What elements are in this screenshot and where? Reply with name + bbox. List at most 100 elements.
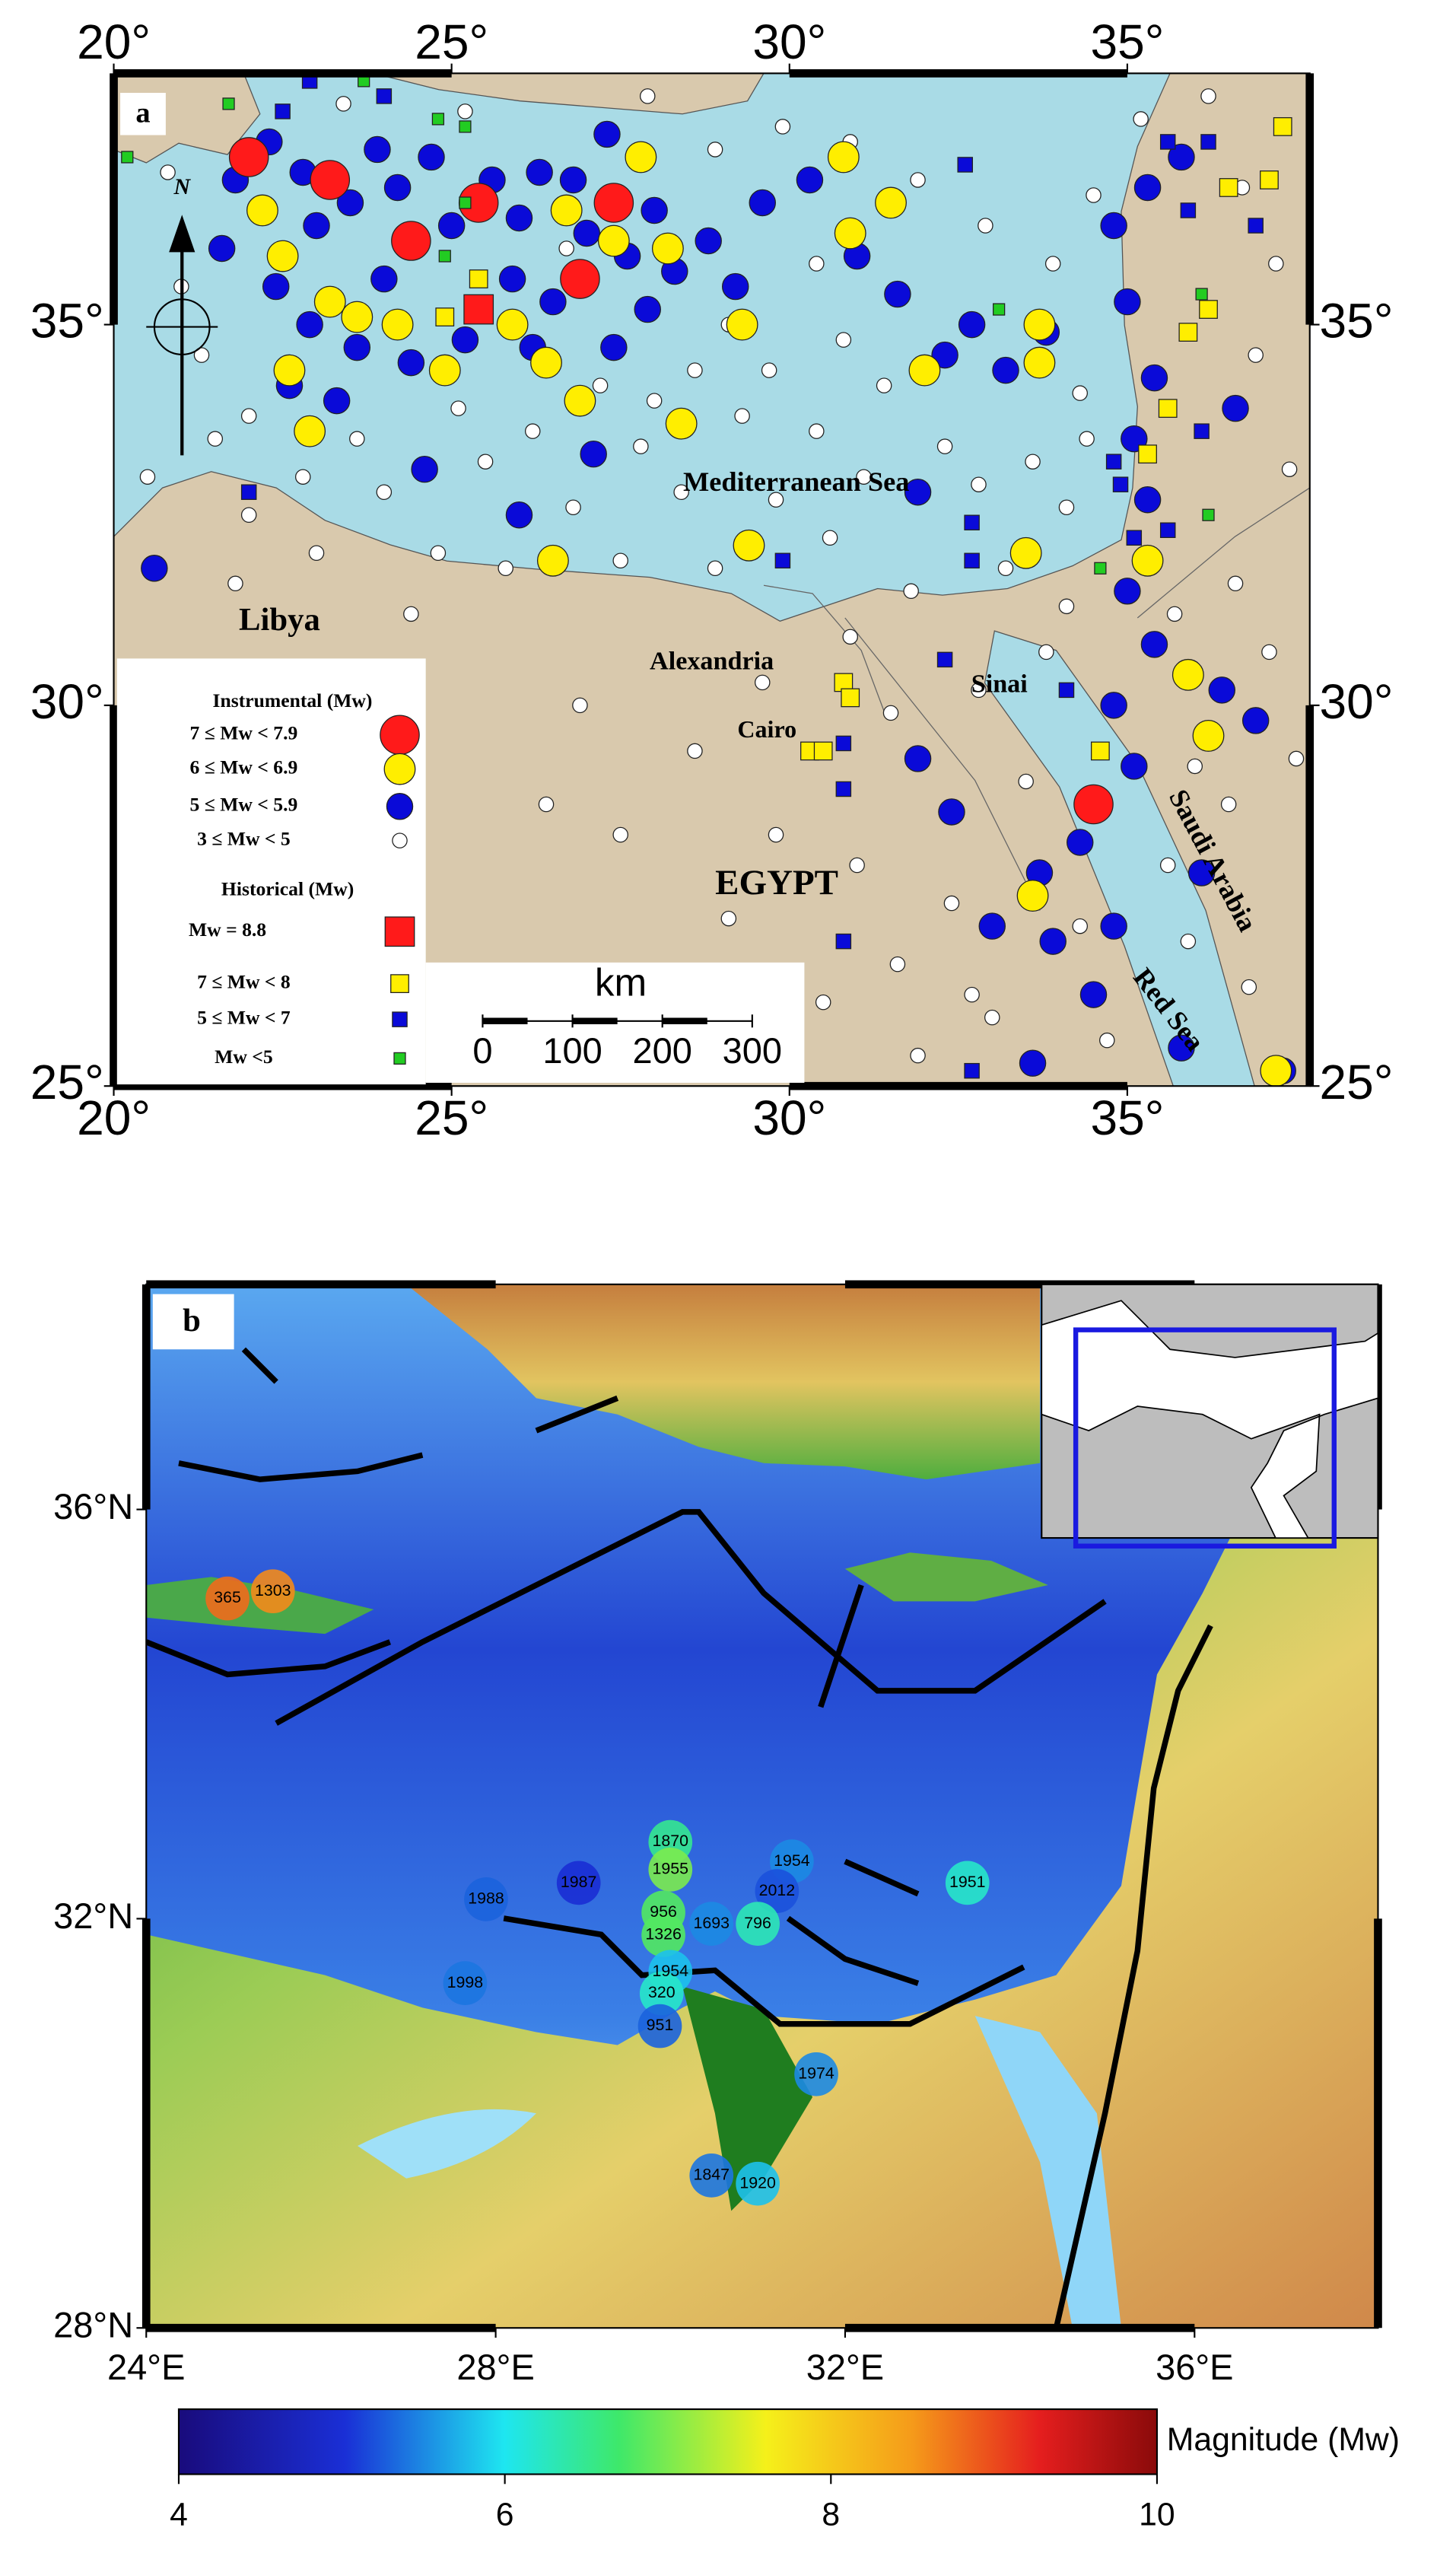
event bbox=[794, 2052, 838, 2096]
quake-circle bbox=[524, 423, 541, 439]
quake-circle bbox=[1019, 1049, 1047, 1077]
legend-marker bbox=[383, 753, 416, 785]
legend-label: Mw <5 bbox=[215, 1046, 273, 1068]
quake-square bbox=[964, 514, 980, 530]
quake-circle bbox=[876, 377, 892, 393]
x-tick-label: 32°E bbox=[806, 2347, 884, 2387]
inset-extent bbox=[1073, 1327, 1337, 1549]
north-label: N bbox=[173, 174, 191, 199]
event-label: 1955 bbox=[653, 1860, 689, 1878]
quake-circle bbox=[343, 333, 371, 361]
quake-circle bbox=[882, 705, 899, 721]
place-label: Cairo bbox=[737, 715, 796, 743]
quake-circle bbox=[1131, 544, 1164, 577]
quake-circle bbox=[1121, 753, 1148, 780]
quake-circle bbox=[1241, 707, 1270, 734]
x-tick-label: 25° bbox=[415, 1090, 488, 1145]
quake-circle bbox=[550, 194, 583, 227]
quake-circle bbox=[768, 492, 784, 508]
quake-circle bbox=[477, 454, 494, 470]
quake-circle bbox=[774, 119, 791, 135]
quake-circle bbox=[1058, 499, 1075, 515]
quake-circle bbox=[936, 438, 953, 454]
quake-circle bbox=[505, 204, 533, 232]
turkey bbox=[374, 73, 765, 115]
quake-circle bbox=[308, 545, 325, 562]
fault bbox=[1053, 1624, 1213, 2329]
event bbox=[205, 1576, 250, 1621]
quake-circle bbox=[1159, 857, 1176, 874]
legend-marker bbox=[393, 1052, 406, 1065]
legend-label: 5 ≤ Mw < 5.9 bbox=[190, 794, 298, 816]
quake-square bbox=[1090, 741, 1110, 761]
scale-label: 0 bbox=[472, 1030, 492, 1071]
quake-circle bbox=[411, 455, 438, 483]
event-label: 1847 bbox=[693, 2166, 730, 2184]
event bbox=[689, 2153, 734, 2198]
y-tick-label: 32°N bbox=[53, 1896, 133, 1936]
place-label: Mediterranean Sea bbox=[683, 466, 909, 497]
colorbar-ticks: 4 6 8 10 bbox=[170, 2474, 1175, 2532]
quake-circle bbox=[633, 438, 649, 454]
quake-circle bbox=[809, 256, 825, 272]
quake-circle bbox=[208, 234, 236, 263]
quake-circle bbox=[1168, 1034, 1195, 1062]
event-label: 1954 bbox=[774, 1851, 810, 1870]
colorbar-label: Magnitude (Mw) bbox=[1167, 2421, 1400, 2458]
red-sea bbox=[974, 2016, 1121, 2329]
event-label: 1693 bbox=[693, 1914, 730, 1932]
place-label: EGYPT bbox=[715, 863, 838, 902]
y-tick-label: 30° bbox=[30, 674, 104, 729]
quake-circle bbox=[294, 469, 311, 485]
quake-circle bbox=[294, 415, 326, 447]
quake-circle bbox=[572, 697, 588, 714]
quake-square bbox=[1248, 218, 1264, 234]
scale-label: 100 bbox=[542, 1030, 602, 1071]
quake-square bbox=[1260, 170, 1279, 189]
quake-circle bbox=[646, 393, 663, 409]
quake-circle bbox=[227, 575, 243, 592]
quake-circle bbox=[141, 555, 168, 582]
x-tick-label: 30° bbox=[752, 14, 826, 69]
cyprus bbox=[844, 1552, 1048, 1602]
quake-circle bbox=[564, 384, 596, 417]
legend-title: Historical (Mw) bbox=[221, 878, 354, 900]
quake-square bbox=[1195, 288, 1208, 301]
event-label: 796 bbox=[744, 1914, 771, 1932]
quake-circle bbox=[1114, 578, 1141, 605]
quake-circle bbox=[958, 310, 986, 339]
quake-circle bbox=[809, 423, 825, 439]
quake-circle bbox=[597, 224, 630, 257]
north-arrow: N bbox=[146, 174, 218, 456]
quake-circle bbox=[1171, 658, 1204, 691]
quake-circle bbox=[240, 408, 257, 424]
quake-circle bbox=[559, 166, 587, 194]
quake-circle bbox=[1058, 598, 1075, 615]
y-tick-label: 35° bbox=[30, 294, 104, 349]
quake-square bbox=[459, 196, 472, 209]
quake-square bbox=[463, 294, 494, 325]
quake-square bbox=[376, 88, 393, 104]
x-tick-label: 20° bbox=[77, 1090, 151, 1145]
quake-circle bbox=[160, 164, 176, 180]
event bbox=[648, 1848, 693, 1892]
quake-circle bbox=[1067, 829, 1094, 856]
event-label: 1920 bbox=[739, 2173, 776, 2192]
quake-circle bbox=[822, 530, 838, 546]
quake-circle bbox=[1086, 187, 1102, 203]
quake-square bbox=[1178, 323, 1198, 342]
quake-circle bbox=[834, 217, 866, 250]
quake-square bbox=[813, 741, 833, 761]
event bbox=[755, 1869, 800, 1913]
legend-marker bbox=[384, 916, 415, 947]
quake-circle bbox=[856, 469, 872, 485]
quake-circle bbox=[904, 745, 932, 772]
scale-label: 300 bbox=[723, 1030, 782, 1071]
fault bbox=[275, 1509, 1107, 1726]
x-tick-label: 24°E bbox=[107, 2347, 185, 2387]
colorbar-tick-label: 6 bbox=[496, 2496, 514, 2532]
fault bbox=[241, 1347, 619, 1434]
legend-label: Mw = 8.8 bbox=[189, 918, 266, 941]
quake-circle bbox=[207, 431, 224, 447]
quake-circle bbox=[707, 142, 723, 158]
